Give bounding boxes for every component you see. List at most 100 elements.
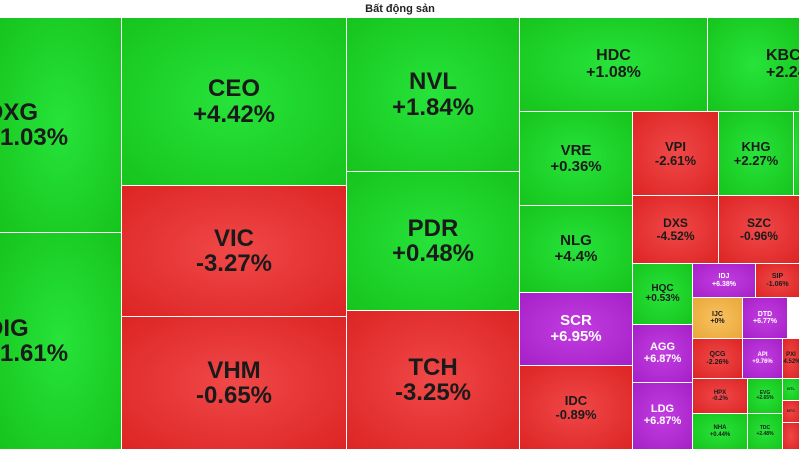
- treemap-tile-unlabeled-35[interactable]: [783, 423, 800, 450]
- tile-ticker: DIG: [0, 314, 29, 342]
- tile-ticker: SZC: [747, 215, 771, 230]
- treemap-tile-dxg[interactable]: DXG+1.03%: [0, 18, 122, 233]
- tile-ticker: SCR: [560, 312, 592, 330]
- treemap-tile-sip[interactable]: SIP -1.06%: [756, 264, 800, 298]
- treemap-tile-nha[interactable]: NHA +0.44%: [693, 414, 748, 450]
- tile-ticker: DXS: [663, 215, 688, 230]
- treemap-tile-pdr[interactable]: PDR +0.48%: [347, 172, 520, 311]
- treemap-tile-scr[interactable]: SCR +6.95%: [520, 293, 633, 366]
- treemap-tile-ntl[interactable]: NTL: [783, 379, 800, 401]
- treemap-tile-dig[interactable]: DIG+1.61%: [0, 233, 122, 450]
- treemap-tile-tch[interactable]: TCH -3.25%: [347, 311, 520, 450]
- tile-ticker: API: [757, 352, 768, 359]
- tile-change: -1.06%: [766, 280, 789, 288]
- tile-change: -2.26%: [706, 358, 729, 366]
- tile-change: +0.53%: [645, 293, 680, 304]
- treemap-tile-pxi[interactable]: PXI-4.52%: [783, 339, 800, 379]
- tile-change: +1.08%: [586, 63, 641, 81]
- tile-change: +2.65%: [756, 395, 774, 401]
- tile-change: +6.95%: [550, 328, 602, 345]
- tile-change: +6.87%: [643, 415, 682, 427]
- treemap-tile-nvl[interactable]: NVL +1.84%: [347, 18, 520, 172]
- treemap-tile-khg[interactable]: KHG +2.27%: [719, 112, 794, 196]
- tile-ticker: CEO: [207, 75, 260, 103]
- tile-change: +0.48%: [391, 240, 475, 267]
- tile-ticker: KHG: [741, 138, 771, 154]
- tile-ticker: IDJ: [718, 273, 730, 281]
- tile-ticker: VHM: [207, 356, 261, 384]
- tile-change: -0.2%: [712, 396, 728, 402]
- tile-change: +2.27%: [733, 152, 779, 168]
- tile-ticker: TCH: [408, 353, 458, 381]
- tile-ticker: HQC: [651, 282, 674, 294]
- tile-ticker: TDC: [759, 425, 771, 432]
- treemap-tile-vic[interactable]: VIC -3.27%: [122, 186, 347, 317]
- tile-ticker: AGG: [649, 340, 676, 353]
- tile-ticker: DXG: [0, 98, 39, 126]
- tile-ticker: VPI: [665, 138, 686, 154]
- treemap-tile-api[interactable]: API +9.76%: [743, 339, 783, 379]
- tile-ticker: EVG: [759, 389, 771, 396]
- tile-ticker: QCG: [709, 351, 726, 359]
- treemap-tile-ceo[interactable]: CEO +4.42%: [122, 18, 347, 186]
- treemap-tile-idc[interactable]: IDC -0.89%: [520, 366, 633, 450]
- tile-ticker: HPX: [713, 389, 727, 396]
- tile-ticker: IJC: [712, 310, 723, 318]
- tile-ticker: VIC: [213, 224, 254, 252]
- tile-change: +1.03%: [0, 124, 69, 151]
- treemap-tile-kbc[interactable]: KBC+2.24%: [708, 18, 800, 112]
- tile-change: -4.52%: [656, 228, 695, 243]
- treemap-tile-hpx[interactable]: HPX -0.2%: [693, 379, 748, 414]
- tile-change: +4.4%: [554, 248, 598, 265]
- tile-ticker: HDC: [596, 46, 631, 64]
- tile-ticker: PXI: [786, 352, 796, 359]
- tile-change: +6.38%: [712, 280, 736, 288]
- tile-change: +6.87%: [643, 352, 682, 365]
- tile-ticker: IDC: [564, 392, 588, 408]
- treemap-tile-evg[interactable]: EVG +2.65%: [748, 379, 783, 414]
- treemap-tile-ntc[interactable]: NTC: [783, 401, 800, 423]
- tile-ticker: SIP: [771, 273, 784, 281]
- tile-change: +1.61%: [0, 340, 69, 367]
- treemap-tile-qcg[interactable]: QCG -2.26%: [693, 339, 743, 379]
- treemap-tile-hqc[interactable]: HQC +0.53%: [633, 264, 693, 325]
- tile-change: +4.42%: [192, 100, 276, 128]
- treemap-tile-nlg[interactable]: NLG +4.4%: [520, 206, 633, 293]
- treemap-tile-vre[interactable]: VRE +0.36%: [520, 112, 633, 206]
- tile-change: -0.96%: [739, 228, 779, 243]
- tile-change: +9.76%: [752, 358, 773, 365]
- treemap-tile-vhm[interactable]: VHM -0.65%: [122, 317, 347, 450]
- treemap-tile-idj[interactable]: IDJ +6.38%: [693, 264, 756, 298]
- treemap-tile-dtd[interactable]: DTD +6.77%: [743, 298, 788, 339]
- treemap-tile-szc[interactable]: SZC -0.96%: [719, 196, 800, 264]
- tile-ticker: DTD: [757, 310, 773, 318]
- tile-ticker: KBC: [766, 46, 800, 64]
- treemap-tile-unlabeled-13[interactable]: [794, 112, 800, 196]
- tile-ticker: NVL: [409, 68, 457, 96]
- tile-change: -0.65%: [195, 382, 273, 409]
- tile-ticker: LDG: [650, 403, 675, 416]
- tile-change: -0.89%: [555, 406, 597, 422]
- treemap-tile-tdc[interactable]: TDC +2.48%: [748, 414, 783, 450]
- tile-ticker: NTC: [786, 408, 796, 414]
- tile-ticker: VRE: [560, 141, 592, 159]
- tile-ticker: NLG: [560, 232, 592, 250]
- tile-change: +0.36%: [550, 157, 602, 175]
- tile-change: +0%: [710, 318, 725, 325]
- tile-ticker: NTL: [787, 386, 795, 392]
- tile-ticker: NHA: [713, 425, 727, 432]
- treemap-tile-dxs[interactable]: DXS -4.52%: [633, 196, 719, 264]
- tile-change: -3.25%: [394, 379, 472, 406]
- treemap-tile-agg[interactable]: AGG +6.87%: [633, 325, 693, 383]
- tile-change: -2.61%: [654, 152, 697, 168]
- treemap-tile-ldg[interactable]: LDG +6.87%: [633, 383, 693, 450]
- tile-change: +2.48%: [756, 430, 774, 437]
- treemap-tile-hdc[interactable]: HDC +1.08%: [520, 18, 708, 112]
- tile-change: +1.84%: [391, 93, 475, 121]
- tile-change: -3.27%: [195, 250, 273, 277]
- tile-ticker: PDR: [407, 214, 459, 242]
- treemap-tile-vpi[interactable]: VPI -2.61%: [633, 112, 719, 196]
- treemap-tile-ijc[interactable]: IJC +0%: [693, 298, 743, 339]
- tile-change: +2.24%: [766, 63, 799, 81]
